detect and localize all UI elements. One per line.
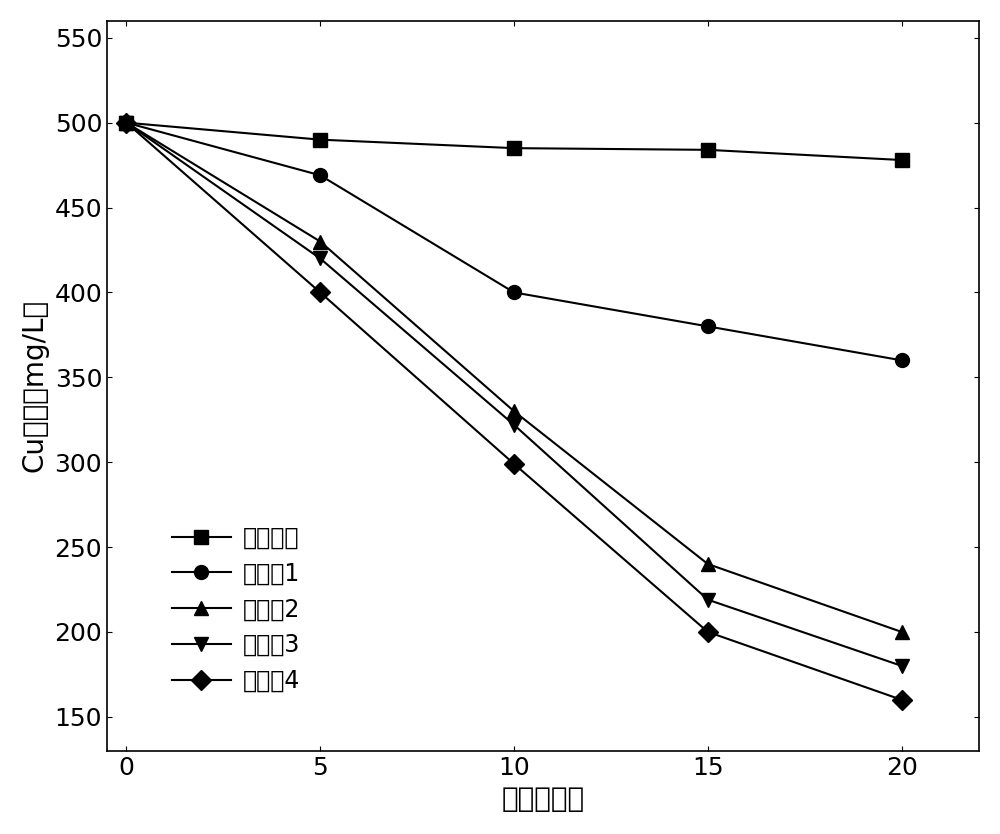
实施例4 — [120, 118, 132, 128]
实施例3 — [314, 254, 326, 264]
实施例3 — [508, 420, 520, 430]
Line: 基质沥青: 基质沥青 — [119, 116, 909, 167]
Line: 实施例2: 实施例2 — [119, 116, 909, 639]
实施例1 — [120, 118, 132, 128]
实施例1 — [508, 288, 520, 298]
基质沥青 — [896, 155, 908, 165]
实施例2 — [314, 237, 326, 247]
实施例1 — [896, 355, 908, 365]
基质沥青 — [314, 134, 326, 144]
实施例2 — [702, 559, 714, 569]
实施例4 — [508, 459, 520, 469]
基质沥青 — [120, 118, 132, 128]
X-axis label: 时间（天）: 时间（天） — [502, 785, 585, 813]
Line: 实施例1: 实施例1 — [119, 116, 909, 367]
实施例3 — [120, 118, 132, 128]
基质沥青 — [508, 143, 520, 153]
实施例2 — [120, 118, 132, 128]
实施例4 — [896, 695, 908, 705]
实施例3 — [896, 661, 908, 671]
实施例1 — [314, 170, 326, 180]
Legend: 基质沥青, 实施例1, 实施例2, 实施例3, 实施例4: 基质沥青, 实施例1, 实施例2, 实施例3, 实施例4 — [162, 516, 310, 702]
实施例2 — [896, 627, 908, 637]
Line: 实施例4: 实施例4 — [119, 116, 909, 706]
基质沥青 — [702, 145, 714, 155]
实施例4 — [314, 288, 326, 298]
实施例3 — [702, 595, 714, 605]
Y-axis label: Cu浓度（mg/L）: Cu浓度（mg/L） — [21, 299, 49, 472]
实施例1 — [702, 321, 714, 331]
Line: 实施例3: 实施例3 — [119, 116, 909, 673]
实施例2 — [508, 406, 520, 416]
实施例4 — [702, 627, 714, 637]
